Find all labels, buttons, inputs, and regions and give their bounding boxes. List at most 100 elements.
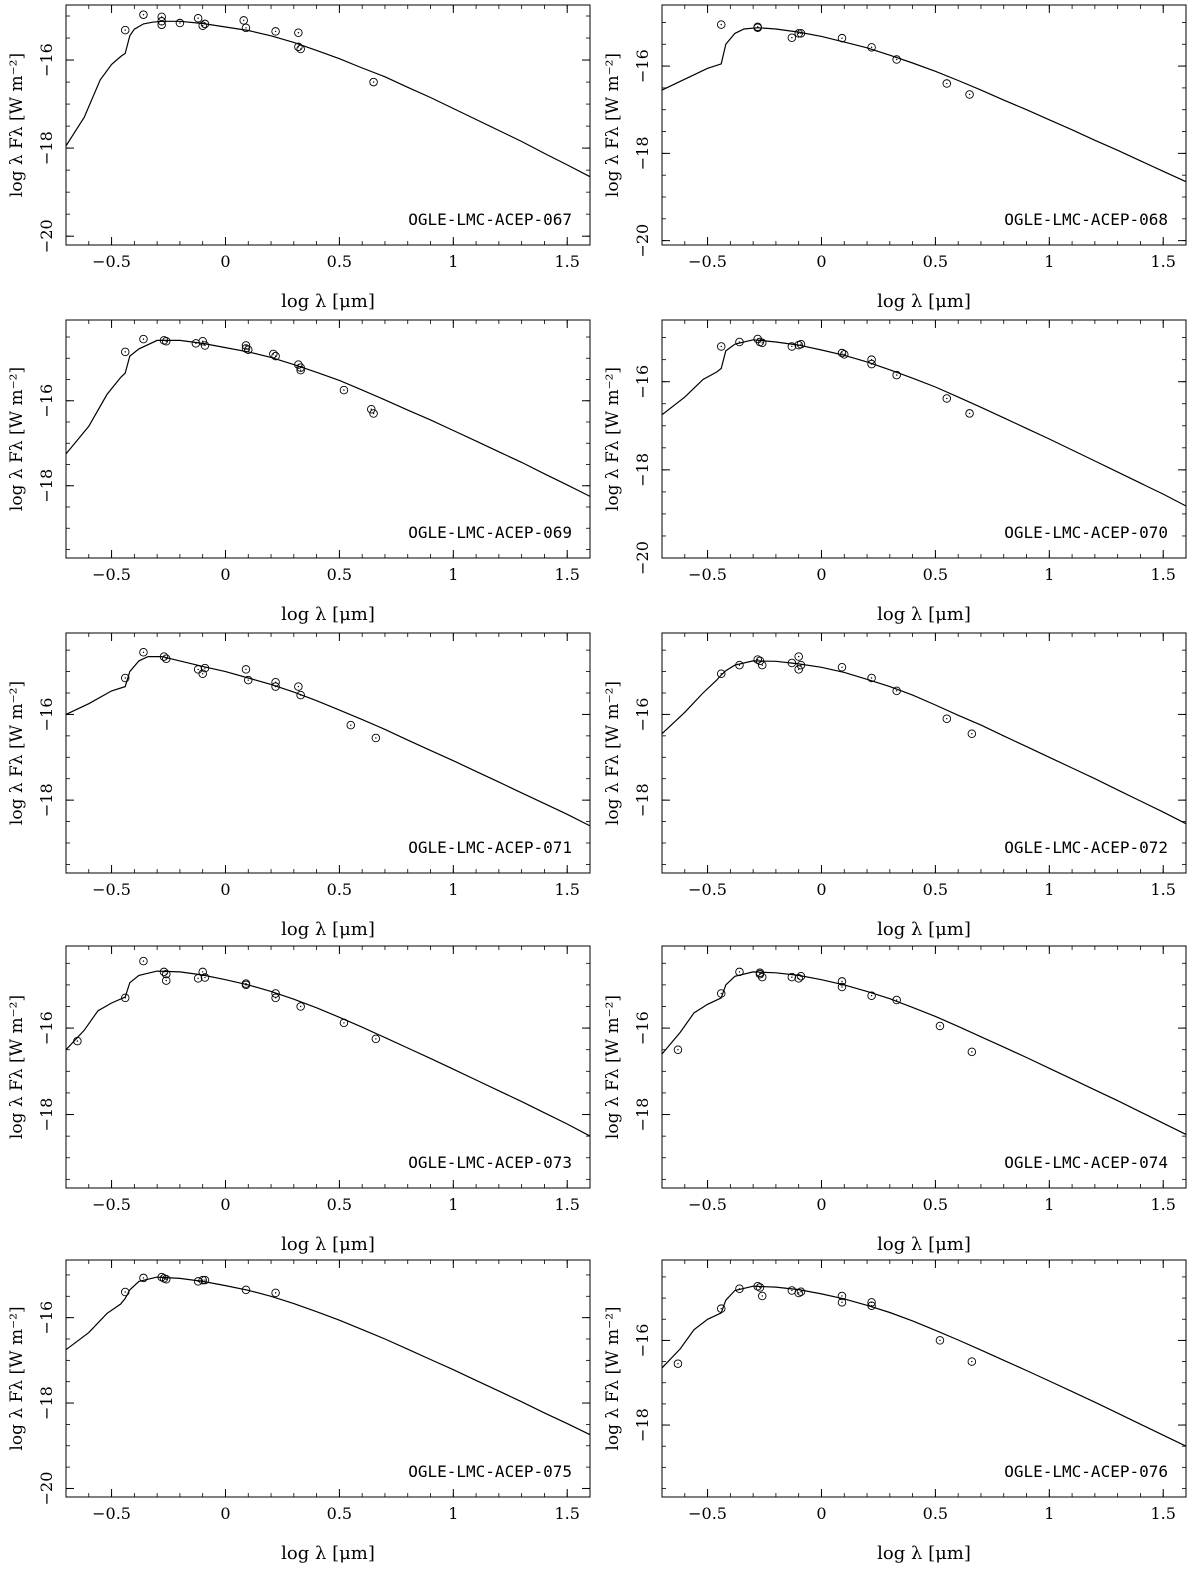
sed-panel: −0.5 0 0.5 1 1.5 −16 −18 −20 OGLE-LMC-ACEP-075 lo…	[7, 1259, 591, 1564]
y-tick-label: −18	[37, 783, 56, 817]
data-point	[198, 669, 207, 678]
data-point	[296, 44, 305, 54]
y-tick-label: −18	[633, 453, 652, 487]
data-point	[716, 989, 726, 998]
data-point-center	[245, 668, 247, 671]
data-point-center	[939, 1025, 941, 1027]
data-point	[794, 29, 803, 38]
data-point	[294, 682, 303, 691]
x-tick-label: 0.5	[327, 880, 352, 899]
x-tick-label: 0.5	[923, 1195, 948, 1214]
star-label: OGLE-LMC-ACEP-075	[408, 1462, 572, 1481]
data-point	[139, 956, 148, 966]
data-point-center	[195, 342, 197, 345]
data-point	[241, 665, 251, 674]
data-point-center	[720, 345, 722, 348]
data-point-center	[791, 1289, 793, 1292]
data-point	[892, 995, 901, 1005]
data-point	[339, 385, 349, 395]
data-point-center	[800, 343, 802, 345]
y-axis-label: log λ Fλ [W m⁻²]	[7, 53, 27, 197]
y-tick-label: −16	[633, 698, 652, 732]
x-tick-label: 0	[220, 880, 230, 899]
data-point	[837, 663, 847, 672]
data-point-center	[841, 37, 843, 39]
data-point-center	[971, 1360, 973, 1363]
data-point	[294, 360, 303, 369]
x-tick-label: 0.5	[923, 252, 948, 271]
data-point-center	[142, 338, 145, 340]
y-axis-label: log λ Fλ [W m⁻²]	[7, 681, 27, 825]
data-point-center	[759, 972, 761, 974]
data-point	[198, 21, 207, 30]
data-point-center	[797, 32, 800, 35]
data-point	[794, 974, 803, 983]
x-tick-label: 1	[1044, 565, 1054, 584]
x-tick-label: 0.5	[923, 1504, 948, 1523]
data-point	[796, 972, 806, 981]
data-point-center	[274, 685, 277, 688]
data-point-center	[870, 677, 873, 679]
data-point-center	[76, 1040, 79, 1042]
data-point	[371, 733, 381, 743]
data-point-center	[870, 1305, 873, 1307]
data-point-center	[204, 1279, 206, 1281]
data-point-center	[197, 668, 199, 671]
x-tick-label: −0.5	[688, 252, 727, 271]
data-point	[787, 658, 797, 668]
data-point-center	[939, 1339, 941, 1342]
data-point	[794, 652, 803, 661]
data-point-center	[142, 13, 145, 16]
data-point	[867, 359, 876, 369]
data-point-center	[372, 412, 375, 415]
x-tick-label: 1	[1044, 1504, 1054, 1523]
data-point-center	[800, 32, 802, 35]
x-tick-label: 0	[220, 1195, 230, 1214]
data-point	[867, 1301, 876, 1310]
data-point-center	[297, 685, 300, 688]
x-axis-label: log λ [μm]	[877, 291, 971, 312]
data-point	[159, 967, 169, 977]
data-point	[296, 365, 305, 375]
plot-frame	[661, 319, 1187, 559]
y-axis-label: log λ Fλ [W m⁻²]	[7, 1306, 27, 1450]
y-tick-label: −20	[633, 541, 652, 575]
plot-frame	[661, 4, 1187, 246]
data-point	[193, 13, 203, 23]
x-tick-label: −0.5	[688, 1504, 727, 1523]
data-point-center	[946, 82, 948, 85]
data-point-center	[204, 23, 206, 25]
data-point	[735, 1284, 744, 1294]
star-label: OGLE-LMC-ACEP-071	[408, 838, 572, 857]
data-point	[157, 1272, 166, 1282]
data-point-center	[677, 1049, 679, 1051]
data-point	[346, 720, 356, 730]
data-point-center	[841, 1295, 843, 1297]
y-tick-label: −16	[37, 384, 56, 418]
data-point-center	[946, 718, 948, 720]
data-point	[120, 1287, 130, 1297]
data-point	[735, 337, 744, 347]
x-tick-label: −0.5	[92, 565, 131, 584]
data-point	[241, 980, 251, 990]
data-point-center	[870, 46, 873, 49]
data-point	[200, 663, 210, 673]
data-point-center	[124, 29, 126, 31]
star-label: OGLE-LMC-ACEP-068	[1004, 210, 1168, 229]
x-tick-label: 1	[448, 565, 458, 584]
data-point-center	[343, 389, 345, 391]
data-point-center	[163, 1277, 165, 1280]
x-axis-label: log λ [μm]	[877, 1543, 971, 1564]
x-tick-label: −0.5	[92, 880, 131, 899]
data-point-center	[274, 997, 277, 999]
x-tick-label: 1.5	[554, 565, 579, 584]
y-axis-label: log λ Fλ [W m⁻²]	[603, 995, 623, 1139]
x-tick-label: 0	[816, 252, 826, 271]
data-point-center	[791, 345, 793, 348]
x-axis-label: log λ [μm]	[877, 1234, 971, 1255]
x-tick-label: 1	[448, 252, 458, 271]
data-point	[757, 972, 767, 982]
x-tick-label: −0.5	[92, 1195, 131, 1214]
y-axis-label: log λ Fλ [W m⁻²]	[7, 995, 27, 1139]
data-point-center	[274, 355, 277, 357]
